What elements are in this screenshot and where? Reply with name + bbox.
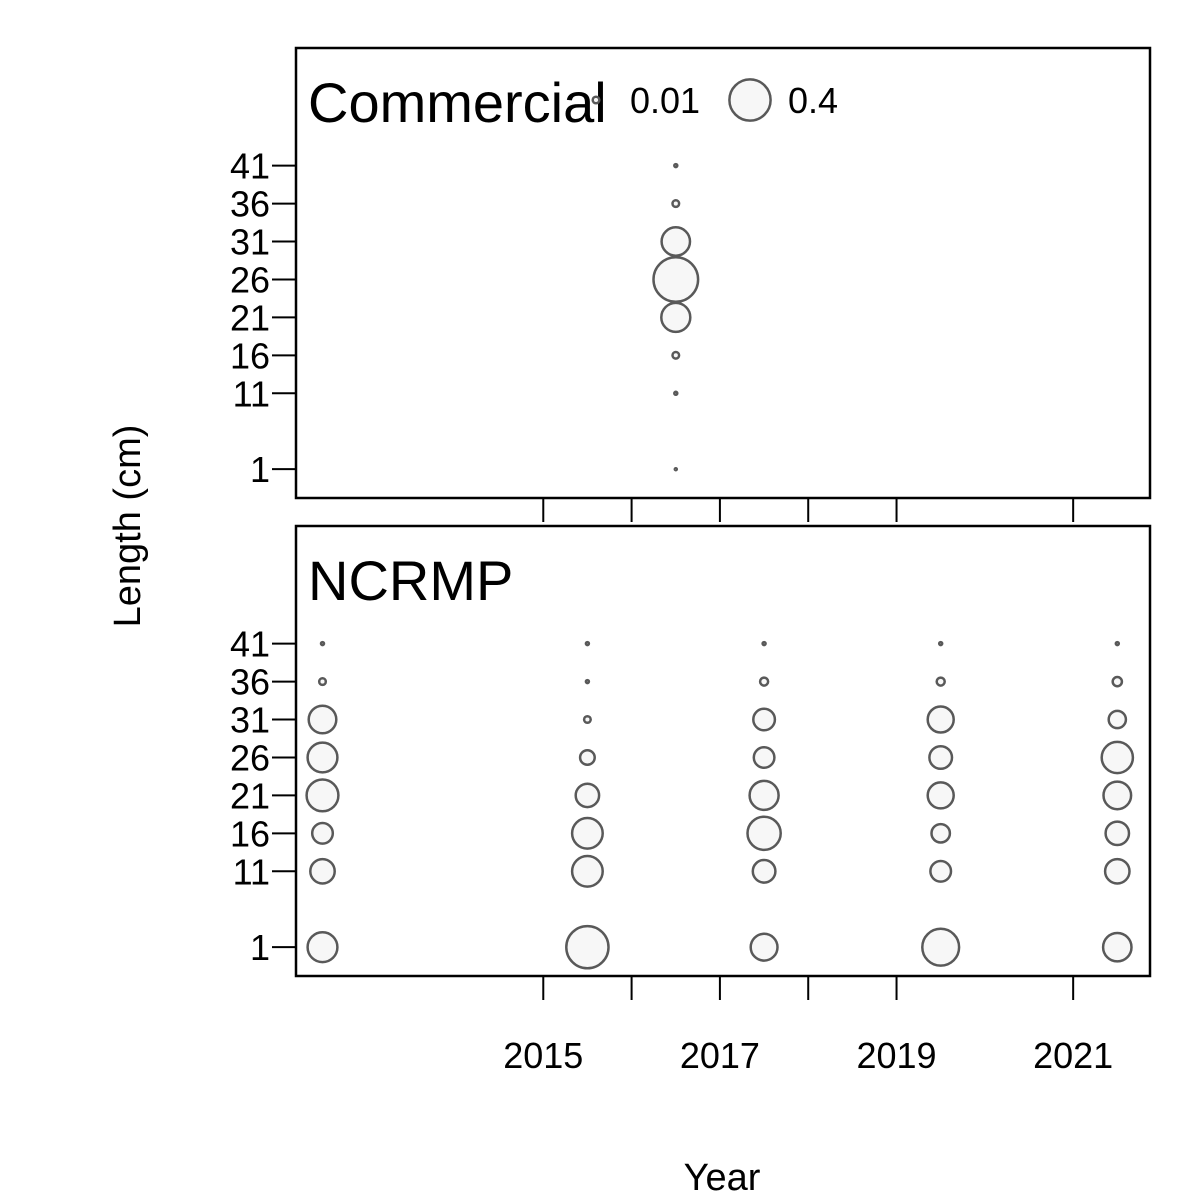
bubble-point bbox=[1102, 780, 1133, 811]
y-tick-label: 41 bbox=[230, 624, 270, 665]
bubble-point bbox=[578, 748, 596, 767]
bubble-point bbox=[1100, 740, 1135, 775]
bubble-point bbox=[660, 226, 692, 257]
y-axis-title: Length (cm) bbox=[107, 425, 149, 628]
panel-label: Commercial bbox=[308, 71, 607, 134]
legend-label: 0.4 bbox=[788, 80, 838, 121]
bubble-point bbox=[930, 822, 952, 844]
y-tick-label: 16 bbox=[230, 335, 270, 376]
bubble-point bbox=[761, 640, 767, 647]
bubble-point bbox=[584, 640, 591, 647]
bubble-point bbox=[306, 931, 339, 964]
x-tick-label: 2017 bbox=[680, 1035, 760, 1076]
y-tick-label: 26 bbox=[230, 259, 270, 300]
bubble-point bbox=[582, 714, 592, 725]
bubble-point bbox=[926, 705, 955, 734]
bubble-point bbox=[652, 255, 700, 304]
legend-marker bbox=[591, 95, 601, 105]
y-tick-label: 36 bbox=[230, 662, 270, 703]
bubble-point bbox=[570, 816, 604, 850]
bubble-point bbox=[1111, 675, 1124, 688]
bubble-point bbox=[671, 350, 681, 360]
bubble-point bbox=[574, 782, 601, 809]
bubble-point bbox=[926, 781, 955, 810]
y-tick-label: 1 bbox=[250, 927, 270, 968]
bubble-point bbox=[929, 859, 953, 883]
bubble-point bbox=[748, 779, 780, 812]
bubble-point bbox=[671, 199, 681, 209]
y-tick-label: 21 bbox=[230, 297, 270, 338]
bubble-point bbox=[673, 466, 679, 472]
legend-marker bbox=[728, 78, 772, 122]
bubble-point bbox=[937, 640, 944, 647]
bubble-point bbox=[1103, 857, 1131, 885]
bubble-point bbox=[673, 390, 679, 397]
y-tick-label: 36 bbox=[230, 184, 270, 225]
bubble-point bbox=[319, 640, 326, 647]
bubble-point bbox=[306, 741, 339, 774]
bubble-point bbox=[758, 676, 770, 687]
panel-frame bbox=[294, 46, 1152, 500]
y-tick-label: 1 bbox=[250, 449, 270, 490]
y-tick-label: 31 bbox=[230, 700, 270, 741]
bubble-point bbox=[584, 678, 591, 685]
bubble-point bbox=[751, 858, 777, 884]
bubble-point bbox=[660, 301, 692, 334]
y-tick-label: 31 bbox=[230, 222, 270, 263]
bubble-point bbox=[749, 932, 779, 962]
bubble-point bbox=[673, 162, 679, 169]
bubble-point bbox=[570, 854, 604, 888]
legend-label: 0.01 bbox=[630, 80, 700, 121]
bubble-point bbox=[1114, 640, 1121, 647]
x-axis-title: Year bbox=[684, 1157, 761, 1199]
panels-layer: Commercial111162126313641NCRMP1111621263… bbox=[230, 46, 1152, 1076]
y-tick-label: 11 bbox=[233, 373, 270, 414]
bubble-point bbox=[305, 778, 340, 813]
bubble-point bbox=[928, 744, 954, 771]
bubble-point bbox=[1101, 931, 1133, 963]
bubble-point bbox=[752, 745, 776, 770]
bubble-point bbox=[921, 927, 961, 967]
bubble-point bbox=[746, 815, 782, 852]
panel-frame bbox=[294, 524, 1152, 978]
y-tick-label: 11 bbox=[233, 851, 270, 892]
bubble-point bbox=[1107, 709, 1128, 730]
x-tick-label: 2021 bbox=[1033, 1035, 1113, 1076]
y-tick-label: 41 bbox=[230, 146, 270, 187]
bubble-point bbox=[935, 676, 946, 687]
x-tick-label: 2019 bbox=[856, 1035, 936, 1076]
y-tick-label: 16 bbox=[230, 813, 270, 854]
bubble-point bbox=[752, 707, 777, 732]
bubble-point bbox=[309, 857, 336, 885]
bubble-point bbox=[317, 677, 328, 687]
bubble-point bbox=[565, 924, 610, 970]
y-tick-label: 26 bbox=[230, 737, 270, 778]
bubble-point bbox=[1104, 820, 1131, 847]
legend: 0.01 0.4 bbox=[591, 78, 838, 122]
bubble-point bbox=[307, 704, 338, 735]
x-tick-label: 2015 bbox=[503, 1035, 583, 1076]
bubble-point bbox=[310, 821, 335, 845]
y-tick-label: 21 bbox=[230, 775, 270, 816]
panel-label: NCRMP bbox=[308, 549, 513, 612]
